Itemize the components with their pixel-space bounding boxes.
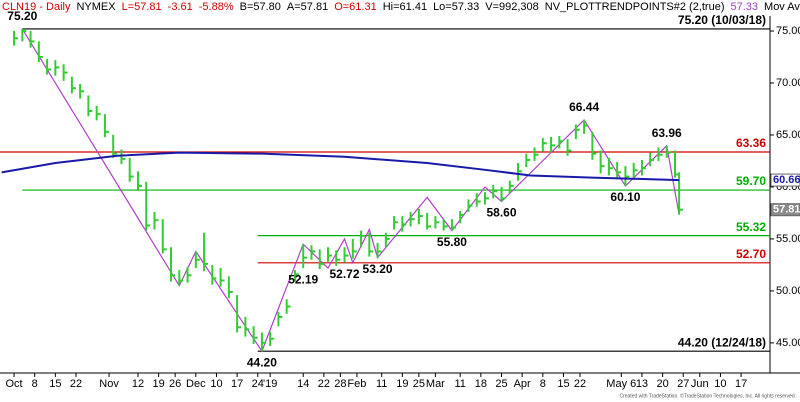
header-item: O=61.31: [334, 1, 377, 13]
x-tick-label: 25: [413, 378, 425, 390]
header-item: B=57.80: [240, 1, 281, 13]
x-tick-label: 19: [396, 378, 408, 390]
x-tick-label: 22: [574, 378, 586, 390]
x-tick-label: 13: [636, 378, 648, 390]
point-label: 66.44: [569, 100, 599, 114]
header-item: NV_PLOTTRENDPOINTS#2 (2,true): [545, 1, 725, 13]
x-tick-label: 14: [297, 378, 309, 390]
x-tick-label: 19: [153, 378, 165, 390]
point-label: 63.96: [652, 126, 682, 140]
x-tick-label: 8: [32, 378, 38, 390]
x-tick-label: 10: [714, 378, 726, 390]
point-label: 58.60: [486, 206, 516, 220]
y-tick-label: 65.00: [776, 129, 800, 141]
x-tick-label: 22: [70, 378, 82, 390]
moving-average-line: [1, 151, 680, 182]
x-tick-label: May 6: [606, 378, 636, 390]
y-tick-label: 55.00: [776, 233, 800, 245]
x-tick-label: 20: [656, 378, 668, 390]
level-label: 63.36: [736, 136, 766, 150]
y-tick-label: 70.00: [776, 77, 800, 89]
level-label: 55.32: [736, 220, 766, 234]
x-tick-label: Feb: [347, 378, 366, 390]
level-label: 59.70: [736, 174, 766, 188]
x-tick-label: 8: [540, 378, 546, 390]
point-label: 55.80: [437, 235, 467, 249]
axis-box: [770, 173, 800, 187]
y-tick-label: 75.00: [776, 25, 800, 37]
header-item: A=57.81: [287, 1, 328, 13]
header-item: 57.33: [731, 1, 759, 13]
x-tick-label: Nov: [99, 378, 119, 390]
x-tick-label: 18: [475, 378, 487, 390]
x-tick-label: 22: [318, 378, 330, 390]
point-label: 53.20: [363, 262, 393, 276]
point-label: 60.10: [610, 190, 640, 204]
footer: Created with TradeStation. ©TradeStation…: [619, 392, 796, 399]
x-tick-label: '19: [263, 378, 277, 390]
x-tick-label: 26: [169, 378, 181, 390]
level-label: 44.20 (12/24/18): [678, 335, 766, 349]
header-item: V=992,308: [485, 1, 539, 13]
point-label: 52.19: [288, 272, 318, 286]
header-item: L=57.81: [122, 1, 162, 13]
x-tick-label: 15: [557, 378, 569, 390]
level-label: 75.20 (10/03/18): [678, 13, 766, 27]
x-tick-label: Mar: [426, 378, 445, 390]
point-label: 44.20: [247, 355, 277, 369]
x-tick-label: 28: [334, 378, 346, 390]
x-tick-label: Oct: [5, 378, 22, 390]
x-tick-label: 11: [454, 378, 465, 390]
x-tick-label: 10: [210, 378, 222, 390]
x-tick-label: Apr: [514, 378, 531, 390]
x-tick-label: 25: [495, 378, 507, 390]
x-tick-label: 24: [252, 378, 264, 390]
x-tick-label: 12: [132, 378, 144, 390]
level-label: 52.70: [736, 247, 766, 261]
x-tick-label: 17: [231, 378, 243, 390]
x-tick-label: 15: [49, 378, 61, 390]
header-item: Hi=61.41: [383, 1, 427, 13]
point-label: 75.20: [7, 9, 37, 23]
y-tick-label: 45.00: [776, 337, 800, 349]
header-item: -5.88%: [199, 1, 234, 13]
header-item: -3.61: [168, 1, 193, 13]
x-tick-label: Dec: [186, 378, 206, 390]
x-tick-label: 17: [735, 378, 747, 390]
axis-box-label: 57.81: [773, 204, 800, 216]
axis-box: [770, 203, 800, 217]
header-item: Mov Avg 200 line (Close,200,0): [764, 1, 800, 13]
y-tick-label: 50.00: [776, 285, 800, 297]
header-item: Lo=57.33: [433, 1, 479, 13]
header-item: NYMEX: [76, 1, 116, 13]
x-tick-label: Jun: [691, 378, 709, 390]
trend-points-line: [21, 28, 680, 353]
x-tick-label: 27: [677, 378, 689, 390]
x-tick-label: 11: [376, 378, 387, 390]
axis-box-label: 60.66: [773, 174, 800, 186]
header-item: CLN19 - Daily: [2, 1, 71, 13]
point-label: 52.72: [330, 267, 360, 281]
